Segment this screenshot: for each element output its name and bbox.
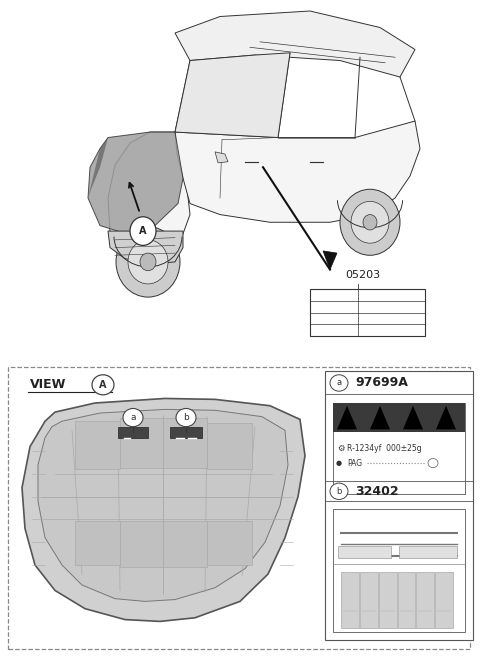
Polygon shape bbox=[163, 522, 207, 567]
Text: 97699A: 97699A bbox=[355, 377, 408, 390]
Circle shape bbox=[116, 227, 180, 297]
FancyBboxPatch shape bbox=[118, 426, 148, 438]
FancyBboxPatch shape bbox=[435, 572, 453, 628]
FancyBboxPatch shape bbox=[416, 572, 434, 628]
Polygon shape bbox=[436, 405, 456, 430]
Circle shape bbox=[340, 190, 400, 255]
FancyBboxPatch shape bbox=[333, 403, 465, 494]
FancyBboxPatch shape bbox=[325, 371, 473, 640]
Text: A: A bbox=[139, 226, 147, 236]
FancyBboxPatch shape bbox=[333, 403, 465, 432]
Circle shape bbox=[140, 253, 156, 271]
Polygon shape bbox=[175, 53, 290, 138]
Text: b: b bbox=[183, 413, 189, 422]
FancyBboxPatch shape bbox=[170, 426, 202, 438]
Text: VIEW: VIEW bbox=[30, 379, 66, 391]
Text: R-1234yf  000±25g: R-1234yf 000±25g bbox=[347, 444, 421, 453]
FancyBboxPatch shape bbox=[379, 572, 396, 628]
Polygon shape bbox=[207, 423, 252, 470]
Text: PAG: PAG bbox=[347, 459, 362, 468]
Circle shape bbox=[330, 375, 348, 391]
Polygon shape bbox=[75, 421, 120, 470]
Text: 32402: 32402 bbox=[355, 485, 398, 498]
Polygon shape bbox=[75, 522, 120, 565]
Polygon shape bbox=[120, 419, 163, 468]
Polygon shape bbox=[337, 405, 357, 430]
FancyBboxPatch shape bbox=[341, 572, 359, 628]
Polygon shape bbox=[403, 405, 423, 430]
Circle shape bbox=[363, 215, 377, 230]
Polygon shape bbox=[108, 132, 190, 253]
FancyBboxPatch shape bbox=[397, 572, 415, 628]
Text: a: a bbox=[130, 413, 136, 422]
FancyBboxPatch shape bbox=[310, 289, 425, 336]
Polygon shape bbox=[175, 121, 420, 222]
FancyBboxPatch shape bbox=[333, 508, 465, 632]
FancyBboxPatch shape bbox=[360, 572, 378, 628]
Circle shape bbox=[123, 409, 143, 426]
Polygon shape bbox=[370, 405, 390, 430]
Text: ●: ● bbox=[336, 460, 342, 466]
Circle shape bbox=[330, 483, 348, 499]
Text: A: A bbox=[99, 380, 107, 390]
Circle shape bbox=[351, 201, 389, 243]
Polygon shape bbox=[38, 409, 288, 602]
Polygon shape bbox=[22, 398, 305, 621]
Polygon shape bbox=[207, 522, 252, 565]
Circle shape bbox=[176, 409, 196, 426]
Polygon shape bbox=[120, 522, 163, 567]
Polygon shape bbox=[88, 138, 108, 198]
Polygon shape bbox=[163, 419, 207, 468]
Text: ⚙: ⚙ bbox=[337, 444, 345, 453]
Polygon shape bbox=[88, 132, 183, 234]
Polygon shape bbox=[215, 152, 228, 163]
Text: a: a bbox=[336, 379, 342, 388]
Circle shape bbox=[92, 375, 114, 395]
Text: 05203: 05203 bbox=[345, 270, 380, 280]
Circle shape bbox=[128, 240, 168, 284]
Text: b: b bbox=[336, 487, 342, 496]
Circle shape bbox=[130, 216, 156, 245]
FancyBboxPatch shape bbox=[399, 546, 457, 558]
Polygon shape bbox=[108, 231, 183, 264]
FancyBboxPatch shape bbox=[338, 546, 391, 558]
Polygon shape bbox=[323, 251, 337, 270]
Polygon shape bbox=[175, 11, 415, 77]
